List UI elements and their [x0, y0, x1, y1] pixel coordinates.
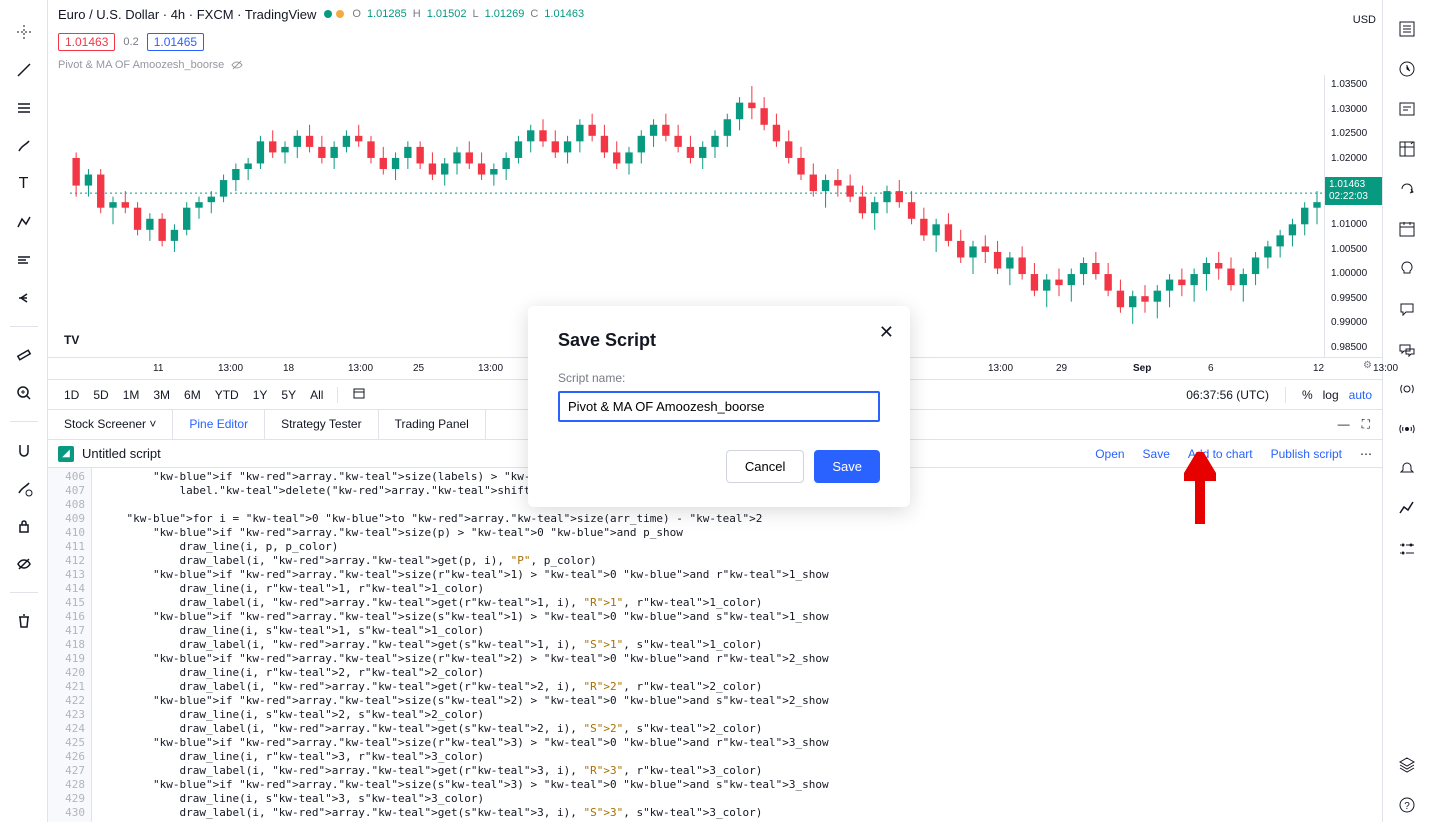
range-5D[interactable]: 5D [87, 384, 114, 406]
more-icon[interactable]: ⋯ [1360, 447, 1372, 461]
script-title[interactable]: Untitled script [82, 446, 161, 461]
zoom-tool[interactable] [8, 379, 40, 407]
script-name-input[interactable] [558, 391, 880, 422]
range-YTD[interactable]: YTD [209, 384, 245, 406]
brush-tool[interactable] [8, 132, 40, 160]
bid-price: 1.01463 [58, 33, 115, 51]
publish-button[interactable]: Publish script [1271, 447, 1342, 461]
currency-label[interactable]: USD [1353, 14, 1376, 26]
chart-header: Euro / U.S. Dollar · 4h · FXCM · Trading… [48, 0, 1382, 29]
ideas-icon[interactable] [1389, 252, 1425, 286]
news-icon[interactable] [1389, 92, 1425, 126]
maximize-icon[interactable]: ⛶ [1362, 417, 1370, 432]
pct-toggle[interactable]: % [1302, 388, 1313, 402]
svg-text:?: ? [1404, 801, 1410, 812]
tv-logo: TV [62, 331, 81, 349]
save-script-modal: ✕ Save Script Script name: Cancel Save [528, 306, 910, 507]
close-icon[interactable]: ✕ [879, 322, 894, 343]
indicator-name[interactable]: Pivot & MA OF Amoozesh_boorse [58, 59, 224, 71]
price-axis[interactable]: 1.035001.030001.025001.020001.0146302:22… [1324, 75, 1382, 357]
pine-icon: ◢ [58, 446, 74, 462]
watchlist-icon[interactable] [1389, 12, 1425, 46]
tab-strategy-tester[interactable]: Strategy Tester [265, 410, 378, 439]
trendline-tool[interactable] [8, 56, 40, 84]
eye-off-icon[interactable] [230, 58, 244, 72]
back-tool[interactable] [8, 284, 40, 312]
hotlist-icon[interactable] [1389, 132, 1425, 166]
help-icon[interactable]: ? [1389, 788, 1425, 822]
range-6M[interactable]: 6M [178, 384, 207, 406]
settings-panel-icon[interactable] [1389, 532, 1425, 566]
indicator-row: Pivot & MA OF Amoozesh_boorse [48, 56, 1382, 75]
cursor-tool[interactable] [8, 18, 40, 46]
range-1M[interactable]: 1M [117, 384, 146, 406]
save-button[interactable]: Save [1143, 447, 1170, 461]
log-toggle[interactable]: log [1323, 388, 1339, 402]
hide-tool[interactable] [8, 550, 40, 578]
time-utc[interactable]: 06:37:56 (UTC) [1186, 388, 1269, 402]
range-All[interactable]: All [304, 384, 329, 406]
modal-save-button[interactable]: Save [814, 450, 880, 483]
range-3M[interactable]: 3M [147, 384, 176, 406]
left-toolbar: T [0, 0, 48, 822]
minimize-icon[interactable]: — [1338, 417, 1350, 431]
status-dots [324, 10, 344, 18]
modal-title: Save Script [558, 330, 880, 351]
range-1Y[interactable]: 1Y [247, 384, 274, 406]
range-5Y[interactable]: 5Y [275, 384, 302, 406]
auto-toggle[interactable]: auto [1349, 388, 1372, 402]
spread: 0.2 [123, 36, 138, 48]
stream-icon[interactable] [1389, 412, 1425, 446]
tab-trading-panel[interactable]: Trading Panel [379, 410, 486, 439]
gear-icon[interactable]: ⚙ [1363, 360, 1372, 371]
tab-pine-editor[interactable]: Pine Editor [173, 410, 265, 439]
chat-icon[interactable] [1389, 292, 1425, 326]
cancel-button[interactable]: Cancel [726, 450, 804, 483]
trash-tool[interactable] [8, 607, 40, 635]
alerts-icon[interactable] [1389, 52, 1425, 86]
magnet-tool[interactable] [8, 436, 40, 464]
code-editor[interactable]: 406 407 408 409 410 411 412 413 414 415 … [48, 468, 1382, 822]
refresh-icon[interactable] [1389, 172, 1425, 206]
indicator-panel-icon[interactable] [1389, 492, 1425, 526]
fib-tool[interactable] [8, 94, 40, 122]
right-toolbar: ? [1382, 0, 1430, 822]
ask-price: 1.01465 [147, 33, 204, 51]
tab-stock-screener[interactable]: Stock Screener ˅ [48, 410, 173, 439]
ruler-tool[interactable] [8, 341, 40, 369]
price-row: 1.01463 0.2 1.01465 [48, 29, 1382, 56]
lock-tool[interactable] [8, 512, 40, 540]
lock-drawing-tool[interactable] [8, 474, 40, 502]
object-tree-icon[interactable] [1389, 748, 1425, 782]
ohlc-display: O1.01285 H1.01502 L1.01269 C1.01463 [352, 8, 584, 20]
private-chat-icon[interactable] [1389, 332, 1425, 366]
goto-date[interactable] [346, 382, 372, 407]
forecast-tool[interactable] [8, 246, 40, 274]
pattern-tool[interactable] [8, 208, 40, 236]
script-name-label: Script name: [558, 371, 880, 385]
bell-icon[interactable] [1389, 452, 1425, 486]
calendar-icon[interactable] [1389, 212, 1425, 246]
range-1D[interactable]: 1D [58, 384, 85, 406]
annotation-arrow [1184, 452, 1216, 524]
symbol-title[interactable]: Euro / U.S. Dollar · 4h · FXCM · Trading… [58, 7, 316, 22]
text-tool[interactable]: T [8, 170, 40, 198]
open-button[interactable]: Open [1095, 447, 1124, 461]
stream-ideas-icon[interactable] [1389, 372, 1425, 406]
